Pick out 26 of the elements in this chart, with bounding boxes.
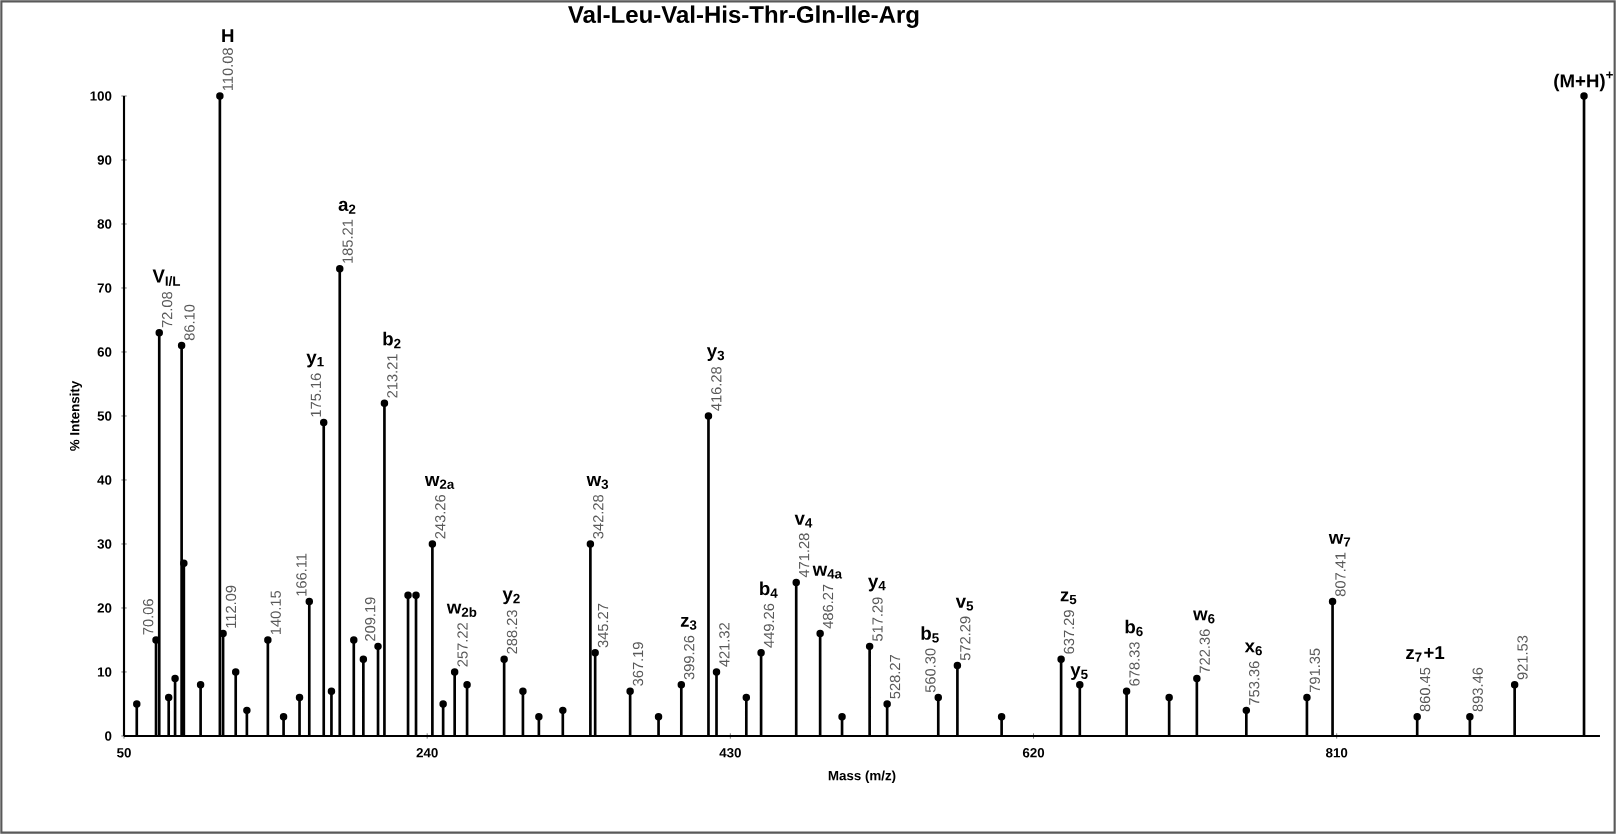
annotation: b$_{5}$: [921, 626, 939, 643]
annotation: v$_{5}$: [955, 597, 974, 611]
annotation: b$_{4}$: [760, 581, 778, 598]
annotation: H: [222, 29, 234, 43]
annotation: w$_{6}$: [1193, 610, 1215, 624]
annotation: z$_{3}$: [680, 616, 697, 630]
annotation: w$_{2b}$: [446, 603, 477, 617]
annotation: y$_{5}$: [1070, 666, 1088, 680]
annotation: w$_{4a}$: [812, 565, 843, 579]
annotation: w$_{3}$: [586, 476, 609, 489]
annotation: w$_{7}$: [1328, 533, 1351, 547]
annotation: v$_{4}$: [794, 514, 813, 528]
annotation: x$_{6}$: [1244, 642, 1262, 656]
annotation: y$_{4}$: [868, 577, 886, 592]
annotation: y$_{3}$: [706, 347, 725, 361]
annotation: z$_{5}$: [1060, 591, 1077, 605]
annotation: y$_{1}$: [306, 353, 324, 368]
annotation: z$_{7}$+1: [1406, 646, 1445, 662]
annotation: a$_{2}$: [338, 200, 356, 214]
chart-title: Val-Leu-Val-His-Thr-Gln-Ile-Arg: [568, 5, 919, 28]
annotation: w$_{2a}$: [424, 476, 455, 489]
annotation: y$_{2}$: [502, 590, 520, 605]
annotation: V$_{I/L}$: [152, 269, 181, 286]
annotation: b$_{2}$: [383, 331, 401, 349]
annotation: (M+H)$^{+}$: [1554, 71, 1613, 92]
annotation: b$_{6}$: [1125, 619, 1143, 637]
